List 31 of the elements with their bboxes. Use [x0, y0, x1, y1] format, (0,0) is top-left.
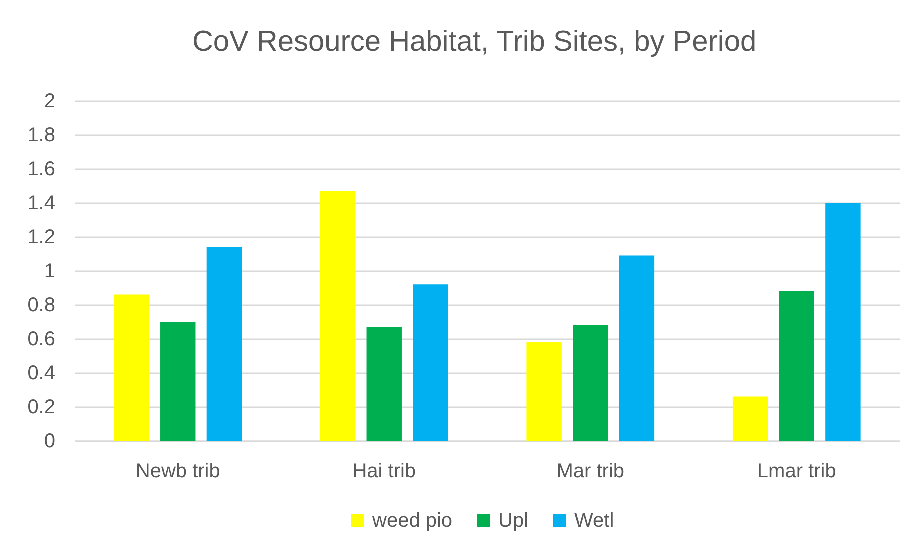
legend-label: Upl — [498, 510, 529, 532]
x-tick-label: Hai trib — [352, 460, 416, 482]
bar — [320, 191, 356, 441]
bar — [160, 322, 196, 441]
y-tick-label: 1 — [44, 260, 56, 282]
x-tick-label: Mar trib — [556, 460, 625, 482]
bar — [573, 325, 608, 441]
y-tick-label: 2 — [44, 90, 56, 112]
bar — [206, 247, 242, 441]
chart-title: CoV Resource Habitat, Trib Sites, by Period — [192, 26, 757, 58]
y-tick-label: 0 — [44, 430, 56, 452]
y-tick-label: 0.6 — [28, 328, 56, 350]
y-tick-label: 1.4 — [28, 192, 56, 214]
bar — [619, 256, 655, 441]
bar — [366, 327, 402, 441]
y-tick-label: 1.2 — [28, 226, 56, 248]
y-tick-label: 1.8 — [28, 124, 56, 146]
bar — [779, 291, 814, 441]
x-tick-label: Newb trib — [136, 460, 220, 482]
bar — [732, 396, 768, 441]
legend-label: Wetl — [574, 510, 614, 532]
x-tick-label: Lmar trib — [757, 460, 836, 482]
bar — [826, 203, 861, 441]
y-tick-label: 0.2 — [28, 396, 56, 418]
y-tick-label: 0.8 — [28, 294, 56, 316]
legend-label: weed pio — [372, 510, 453, 532]
bar — [413, 284, 448, 441]
bar — [114, 294, 150, 441]
bar — [526, 342, 562, 441]
y-tick-label: 0.4 — [28, 362, 56, 384]
y-tick-label: 1.6 — [28, 158, 56, 180]
